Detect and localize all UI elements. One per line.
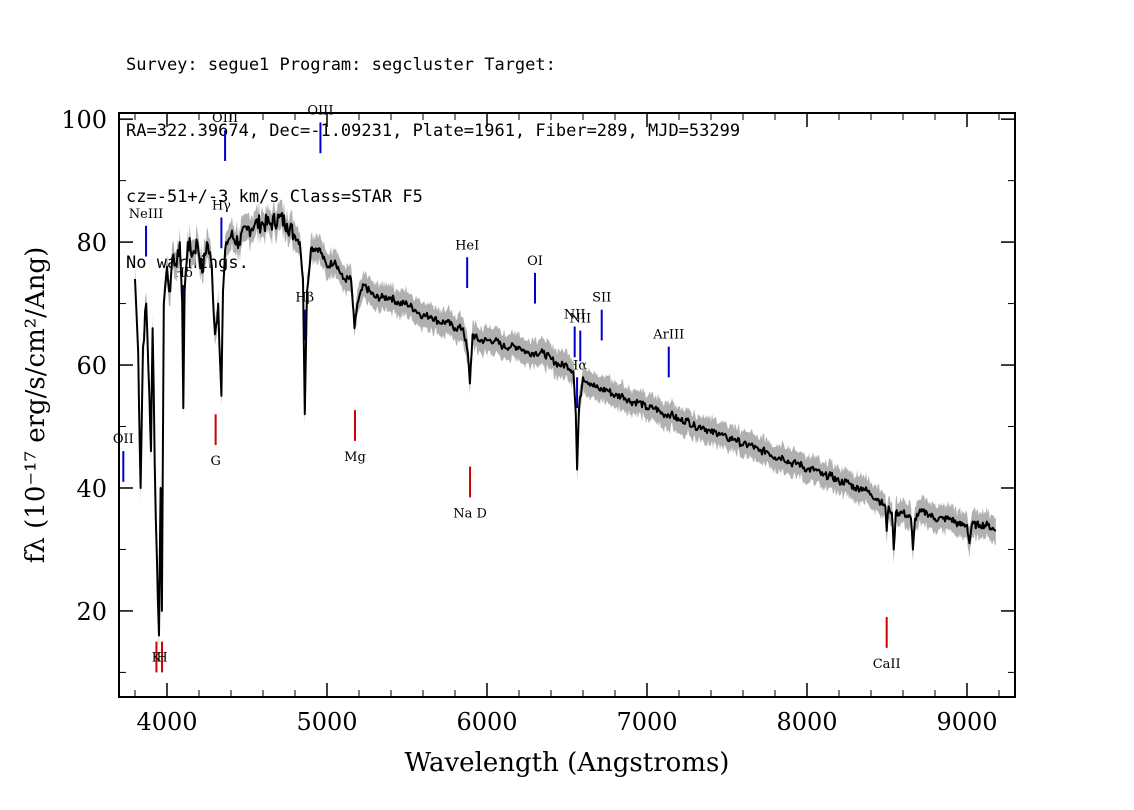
line-marker-label: G (210, 454, 220, 469)
line-marker-label: OIII (307, 103, 333, 118)
x-tick-label: 8000 (776, 708, 837, 736)
x-tick-label: 5000 (296, 708, 357, 736)
axis-ticks: 4000 5000 6000 7000 8000 9000 20 40 60 80 100 (61, 106, 1015, 736)
line-marker-label: ArIII (652, 328, 684, 343)
line-marker-label: Na D (453, 506, 487, 521)
spectrum-header: Survey: segue1 Program: segcluster Targe… (126, 10, 740, 296)
line-marker-label: K (152, 651, 162, 666)
line-marker-label: NII (564, 308, 586, 323)
header-redshift-line: cz=-51+/-3 km/s Class=STAR F5 (126, 187, 423, 207)
line-markers: OIINeIIIHδHγOIIIHβOIIIHeIOINIIHαNIISIIAr… (113, 103, 901, 673)
line-marker-label: NII (569, 312, 591, 327)
y-tick-label: 80 (76, 229, 107, 257)
line-marker-label: OII (113, 432, 134, 447)
x-tick-label: 9000 (936, 708, 997, 736)
x-axis-title: Wavelength (Angstroms) (405, 748, 730, 778)
x-tick-label: 6000 (456, 708, 517, 736)
plot-frame (118, 112, 1016, 698)
y-tick-label: 100 (61, 106, 107, 134)
flux-line (134, 212, 997, 637)
x-tick-label: 4000 (136, 708, 197, 736)
line-marker-label: SII (592, 291, 611, 306)
x-tick-label: 7000 (616, 708, 677, 736)
line-marker-label: H (156, 651, 167, 666)
line-marker-label: OIII (212, 111, 238, 126)
line-marker-label: Hγ (212, 199, 231, 214)
flux-series (134, 212, 997, 637)
y-tick-label: 20 (76, 598, 107, 626)
y-tick-label: 40 (76, 475, 107, 503)
line-marker-label: OI (527, 254, 543, 269)
flux-error-band (135, 199, 996, 652)
line-marker-label: Mg (344, 450, 366, 465)
y-axis-title: fλ (10⁻¹⁷ erg/s/cm²/Ang) (21, 247, 51, 563)
error-band (135, 199, 996, 652)
header-survey-line: Survey: segue1 Program: segcluster Targe… (126, 55, 556, 75)
line-marker-label: Hβ (295, 291, 314, 306)
line-marker-label: HeI (455, 238, 479, 253)
line-marker-label: NeIII (129, 207, 163, 222)
line-marker-label: CaII (873, 657, 901, 672)
y-tick-label: 60 (76, 352, 107, 380)
